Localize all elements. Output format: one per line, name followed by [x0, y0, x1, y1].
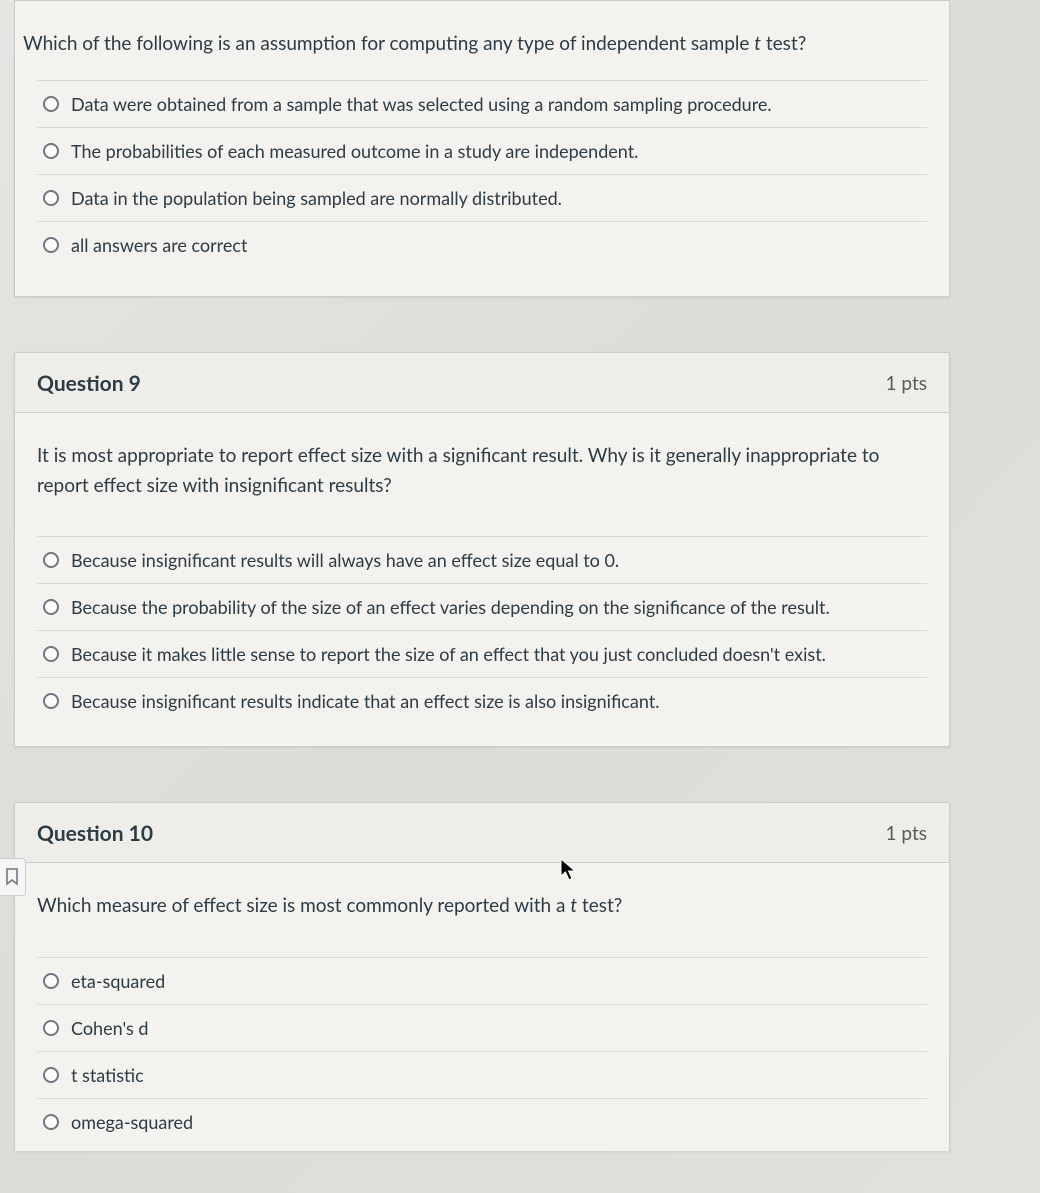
- radio-icon[interactable]: [43, 96, 59, 112]
- question-card-10: Question 10 1 pts Which measure of effec…: [14, 802, 950, 1150]
- answer-option[interactable]: eta-squared: [37, 958, 927, 1005]
- question-header: Question 9 1 pts: [15, 353, 949, 413]
- question-header: Question 10 1 pts: [15, 803, 949, 863]
- answers-list: Because insignificant results will alway…: [15, 536, 949, 746]
- prompt-text: Which of the following is an assumption …: [23, 32, 754, 55]
- answer-text: Data in the population being sampled are…: [71, 187, 562, 209]
- answer-option[interactable]: t statistic: [37, 1052, 927, 1099]
- question-title: Question 10: [37, 821, 153, 846]
- answer-option[interactable]: omega-squared: [37, 1099, 927, 1145]
- question-prompt: Which of the following is an assumption …: [15, 1, 949, 80]
- radio-icon[interactable]: [43, 1067, 59, 1083]
- prompt-suffix: test?: [577, 894, 622, 917]
- radio-icon[interactable]: [43, 143, 59, 159]
- prompt-suffix: test?: [761, 32, 806, 55]
- bookmark-tab[interactable]: [0, 858, 26, 896]
- radio-icon[interactable]: [43, 693, 59, 709]
- question-title: Question 9: [37, 371, 141, 396]
- prompt-italic: t: [754, 32, 761, 55]
- question-card-9: Question 9 1 pts It is most appropriate …: [14, 352, 950, 747]
- answer-text: Because insignificant results will alway…: [71, 549, 619, 571]
- question-prompt: Which measure of effect size is most com…: [37, 891, 927, 920]
- answer-text: Because insignificant results indicate t…: [71, 690, 659, 712]
- radio-icon[interactable]: [43, 1020, 59, 1036]
- radio-icon[interactable]: [43, 599, 59, 615]
- answer-option[interactable]: Data were obtained from a sample that wa…: [37, 81, 927, 128]
- answer-text: eta-squared: [71, 970, 165, 992]
- answers-list: eta-squared Cohen's d t statistic omega-…: [15, 957, 949, 1151]
- radio-icon[interactable]: [43, 1114, 59, 1130]
- question-prompt: It is most appropriate to report effect …: [37, 441, 927, 500]
- answer-text: all answers are correct: [71, 234, 247, 256]
- answer-text: Because the probability of the size of a…: [71, 596, 830, 618]
- answer-text: t statistic: [71, 1064, 144, 1086]
- question-card-8: Which of the following is an assumption …: [14, 0, 950, 297]
- bookmark-icon: [5, 868, 19, 886]
- radio-icon[interactable]: [43, 973, 59, 989]
- answer-text: omega-squared: [71, 1111, 193, 1133]
- answer-text: Because it makes little sense to report …: [71, 643, 826, 665]
- answer-text: Cohen's d: [71, 1017, 148, 1039]
- answer-option[interactable]: Because it makes little sense to report …: [37, 631, 927, 678]
- answer-option[interactable]: Because the probability of the size of a…: [37, 584, 927, 631]
- answer-option[interactable]: all answers are correct: [37, 222, 927, 268]
- answer-option[interactable]: The probabilities of each measured outco…: [37, 128, 927, 175]
- prompt-text: Which measure of effect size is most com…: [37, 894, 570, 917]
- answer-option[interactable]: Data in the population being sampled are…: [37, 175, 927, 222]
- radio-icon[interactable]: [43, 646, 59, 662]
- answers-list: Data were obtained from a sample that wa…: [15, 80, 949, 296]
- radio-icon[interactable]: [43, 237, 59, 253]
- question-points: 1 pts: [886, 372, 927, 395]
- radio-icon[interactable]: [43, 190, 59, 206]
- radio-icon[interactable]: [43, 552, 59, 568]
- answer-option[interactable]: Cohen's d: [37, 1005, 927, 1052]
- answer-text: The probabilities of each measured outco…: [71, 140, 638, 162]
- question-points: 1 pts: [886, 822, 927, 845]
- answer-text: Data were obtained from a sample that wa…: [71, 93, 772, 115]
- answer-option[interactable]: Because insignificant results indicate t…: [37, 678, 927, 724]
- answer-option[interactable]: Because insignificant results will alway…: [37, 537, 927, 584]
